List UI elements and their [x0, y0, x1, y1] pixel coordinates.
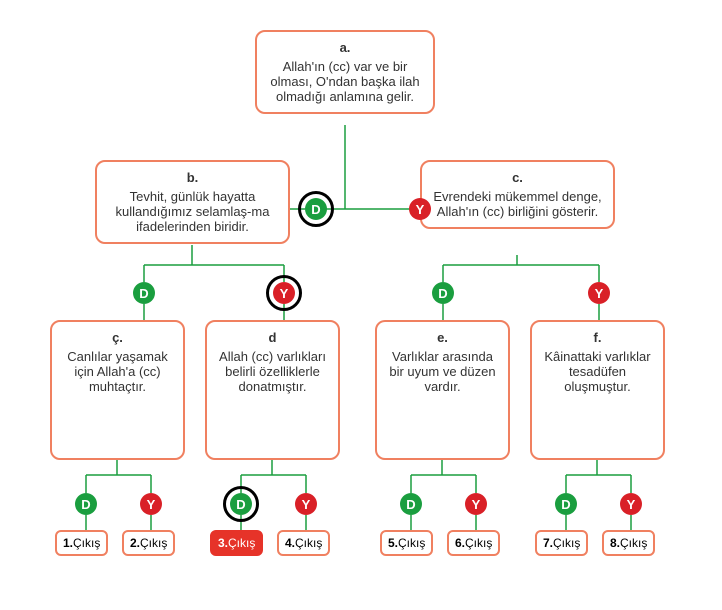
node-f-text: Kâinattaki varlıklar tesadüfen oluşmuştu… — [542, 349, 653, 394]
exit-e6-word: Çıkış — [465, 536, 492, 550]
node-a-text: Allah'ın (cc) var ve bir olması, O'ndan … — [267, 59, 423, 104]
badge-f_D: D — [555, 493, 577, 515]
exit-e2-num: 2. — [130, 536, 140, 550]
badge-cc_D: D — [75, 493, 97, 515]
badge-d_D: D — [432, 282, 454, 304]
exit-e5-word: Çıkış — [398, 536, 425, 550]
exit-e6: 6.Çıkış — [447, 530, 500, 556]
exit-e7-num: 7. — [543, 536, 553, 550]
node-d: d Allah (cc) varlıkları belirli özellikl… — [205, 320, 340, 460]
badge-e_D: D — [400, 493, 422, 515]
node-cc-label: ç. — [62, 330, 173, 345]
exit-e7: 7.Çıkış — [535, 530, 588, 556]
node-b-text: Tevhit, günlük hayatta kullandığımız sel… — [107, 189, 278, 234]
node-b-label: b. — [107, 170, 278, 185]
node-a: a. Allah'ın (cc) var ve bir olması, O'nd… — [255, 30, 435, 114]
node-d-text: Allah (cc) varlıkları belirli özellikler… — [217, 349, 328, 394]
exit-e5: 5.Çıkış — [380, 530, 433, 556]
node-f: f. Kâinattaki varlıklar tesadüfen oluşmu… — [530, 320, 665, 460]
flowchart-diagram: a. Allah'ın (cc) var ve bir olması, O'nd… — [10, 20, 710, 590]
badge-cc_Y: Y — [140, 493, 162, 515]
node-a-label: a. — [267, 40, 423, 55]
node-cc-text: Canlılar yaşamak için Allah'a (cc) muhta… — [62, 349, 173, 394]
exit-e2: 2.Çıkış — [122, 530, 175, 556]
badge-c_D: D — [133, 282, 155, 304]
badge-b_Y: Y — [409, 198, 431, 220]
badge-d_Y: Y — [588, 282, 610, 304]
exit-e3-word: Çıkış — [228, 536, 255, 550]
exit-e5-num: 5. — [388, 536, 398, 550]
exit-e4-word: Çıkış — [295, 536, 322, 550]
exit-e7-word: Çıkış — [553, 536, 580, 550]
node-c-text: Evrendeki mükemmel denge, Allah'ın (cc) … — [432, 189, 603, 219]
exit-e2-word: Çıkış — [140, 536, 167, 550]
node-f-label: f. — [542, 330, 653, 345]
exit-e1: 1.Çıkış — [55, 530, 108, 556]
node-cc: ç. Canlılar yaşamak için Allah'a (cc) mu… — [50, 320, 185, 460]
exit-e3: 3.Çıkış — [210, 530, 263, 556]
badge-dd_Y: Y — [295, 493, 317, 515]
node-e-text: Varlıklar arasında bir uyum ve düzen var… — [387, 349, 498, 394]
exit-e8: 8.Çıkış — [602, 530, 655, 556]
exit-e3-num: 3. — [218, 536, 228, 550]
exit-e8-num: 8. — [610, 536, 620, 550]
exit-e6-num: 6. — [455, 536, 465, 550]
badge-b_D: D — [305, 198, 327, 220]
exit-e8-word: Çıkış — [620, 536, 647, 550]
exit-e1-num: 1. — [63, 536, 73, 550]
node-c-label: c. — [432, 170, 603, 185]
badge-e_Y: Y — [465, 493, 487, 515]
badge-f_Y: Y — [620, 493, 642, 515]
badge-c_Y: Y — [273, 282, 295, 304]
exit-e4: 4.Çıkış — [277, 530, 330, 556]
node-c: c. Evrendeki mükemmel denge, Allah'ın (c… — [420, 160, 615, 229]
node-b: b. Tevhit, günlük hayatta kullandığımız … — [95, 160, 290, 244]
exit-e4-num: 4. — [285, 536, 295, 550]
badge-dd_D: D — [230, 493, 252, 515]
exit-e1-word: Çıkış — [73, 536, 100, 550]
node-d-label: d — [217, 330, 328, 345]
node-e-label: e. — [387, 330, 498, 345]
node-e: e. Varlıklar arasında bir uyum ve düzen … — [375, 320, 510, 460]
